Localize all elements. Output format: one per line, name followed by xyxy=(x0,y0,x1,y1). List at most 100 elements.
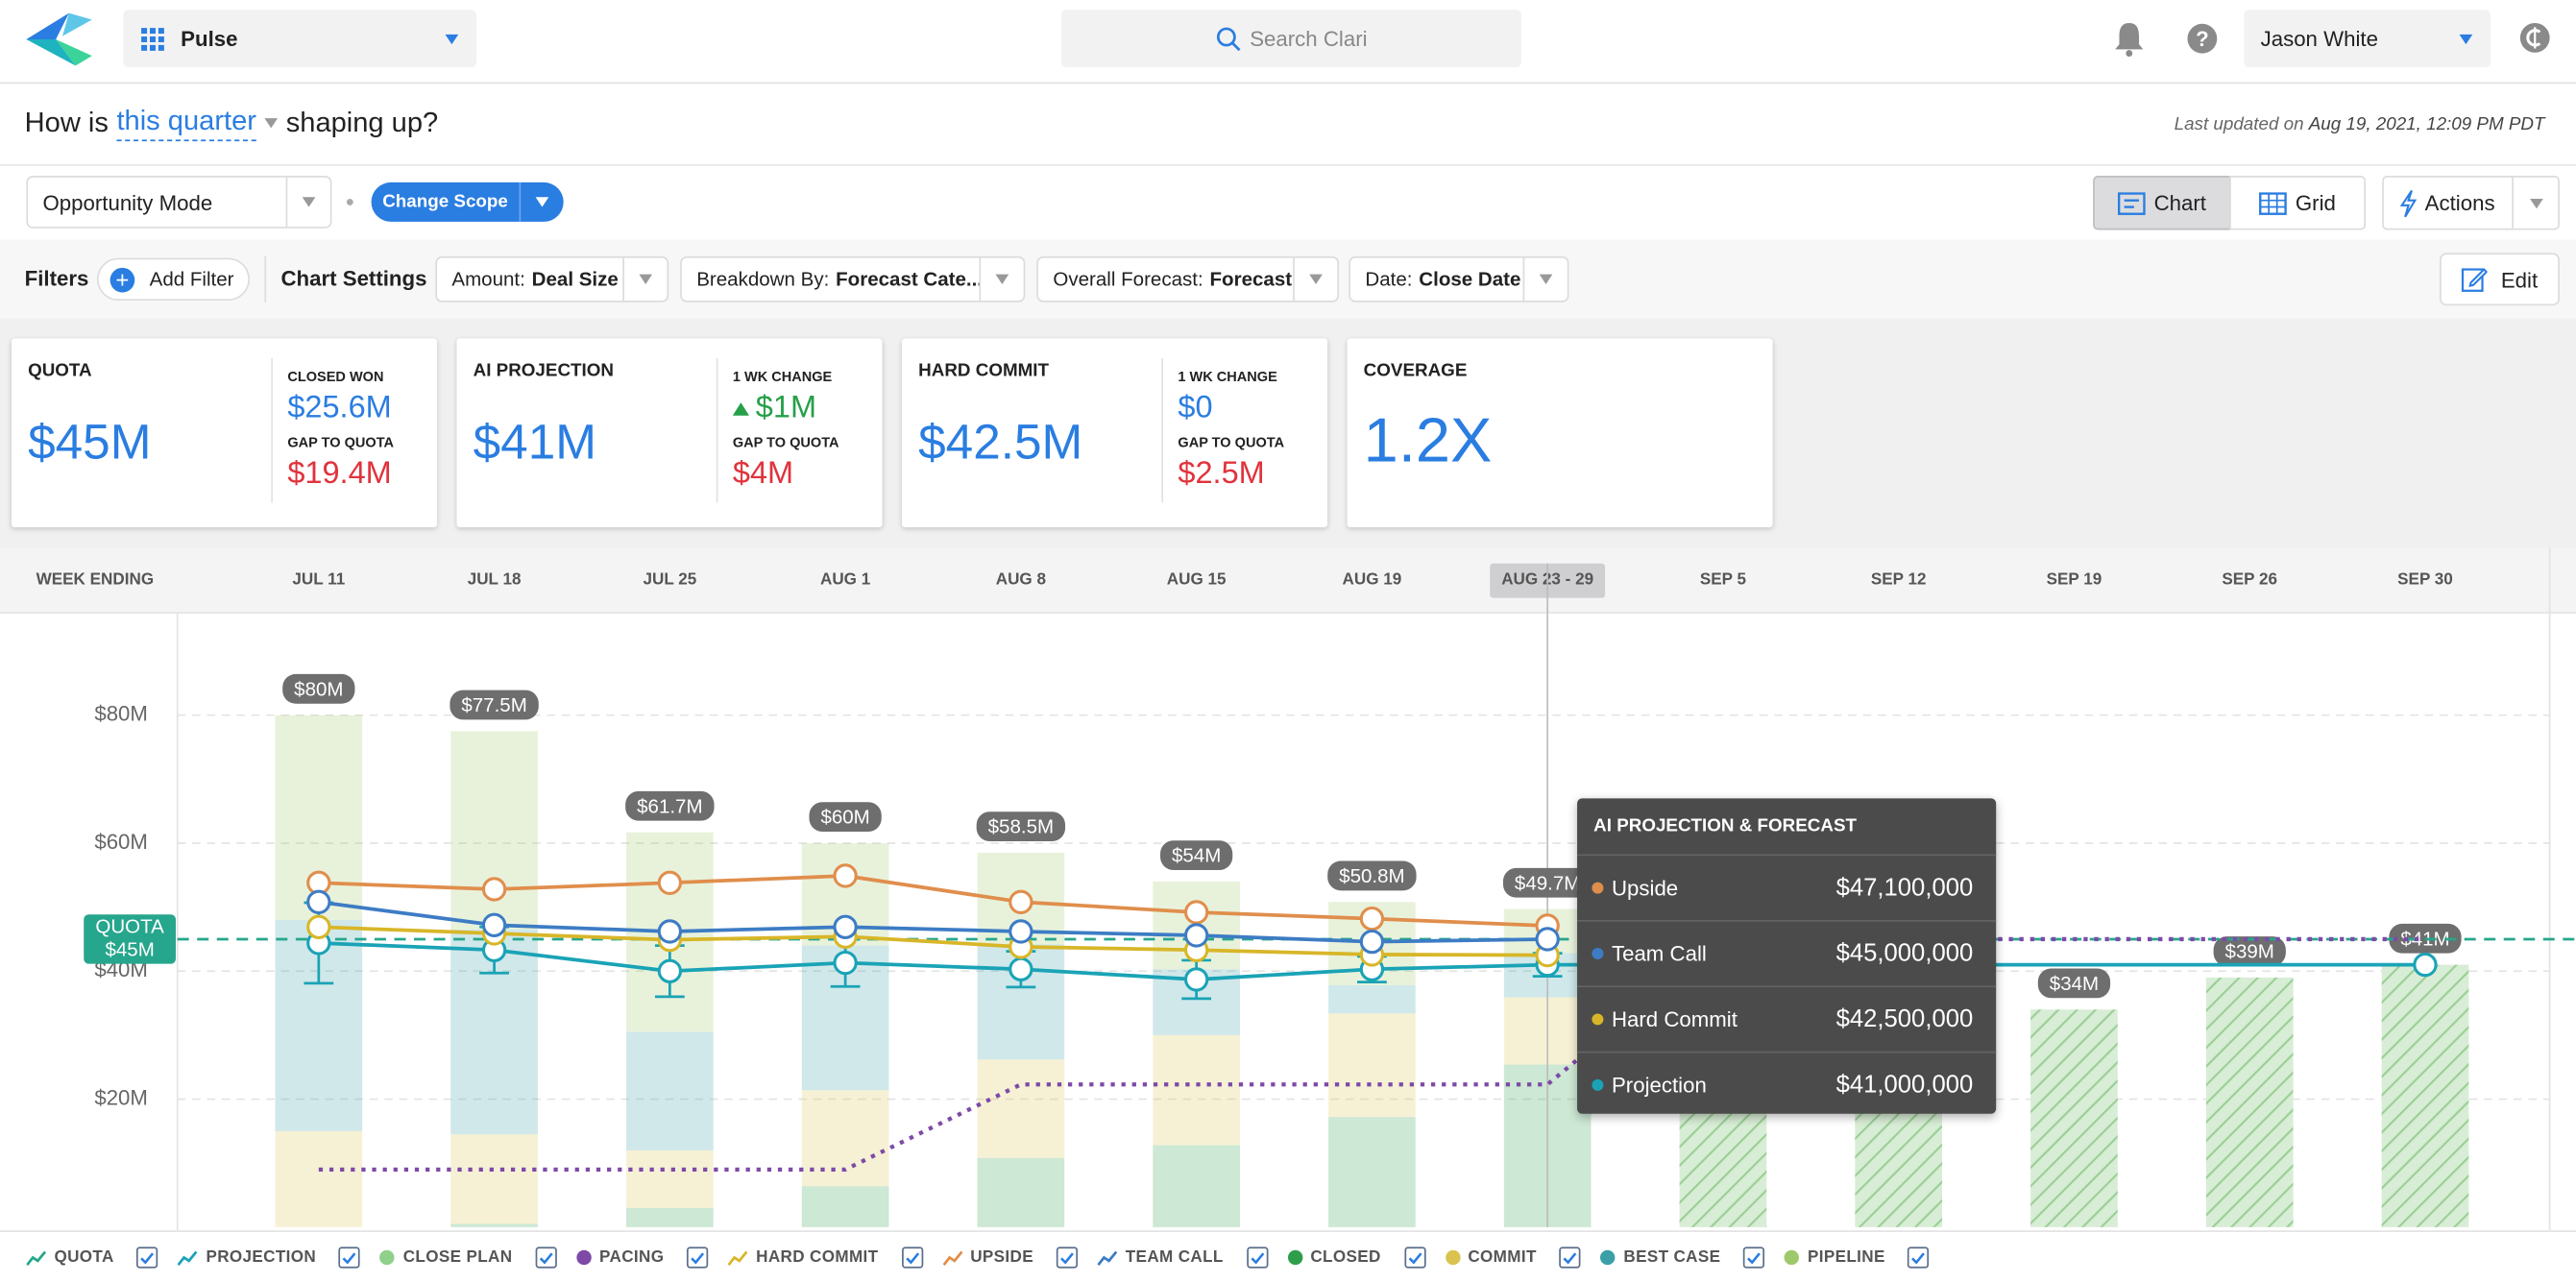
actions[interactable]: Actions xyxy=(2382,176,2560,230)
legend-item[interactable]: Pacing xyxy=(576,1247,709,1269)
edit-label: Edit xyxy=(2500,266,2539,292)
legend-checkbox[interactable] xyxy=(687,1247,709,1269)
svg-text:?: ? xyxy=(2196,27,2209,51)
mode-select[interactable]: Opportunity Mode xyxy=(26,176,332,229)
x-tick-label: JUL 25 xyxy=(643,569,696,588)
side-value: $1M xyxy=(755,391,817,426)
legend-item[interactable]: Best Case xyxy=(1600,1247,1765,1269)
legend-label: Team Call xyxy=(1125,1248,1224,1267)
legend-item[interactable]: Close Plan xyxy=(379,1247,557,1269)
legend-line-icon xyxy=(178,1249,198,1266)
point xyxy=(1183,923,1209,948)
check xyxy=(1407,1251,1422,1264)
check xyxy=(539,1251,553,1264)
legend-checkbox[interactable] xyxy=(339,1247,361,1269)
legend-dot xyxy=(379,1249,396,1266)
tooltip-dot xyxy=(1592,882,1604,894)
point xyxy=(657,919,683,944)
setting-value: Deal Size xyxy=(531,267,619,291)
card-value: 1.2X xyxy=(1363,407,1493,477)
legend-checkbox[interactable] xyxy=(1908,1247,1930,1269)
point xyxy=(1535,927,1560,952)
x-axis-label: WEEK ENDING xyxy=(36,569,155,588)
setting-select[interactable]: Overall Forecast: Forecast xyxy=(1036,255,1340,303)
setting-select[interactable]: Amount: Deal Size xyxy=(435,255,669,303)
legend-item[interactable]: Pipeline xyxy=(1785,1247,1930,1269)
x-tick-label: AUG 15 xyxy=(1167,569,1227,588)
side-value-row: $1M xyxy=(732,391,817,427)
legend-checkbox[interactable] xyxy=(1056,1247,1079,1269)
legend-line-icon xyxy=(26,1249,46,1266)
search[interactable]: Search Clari xyxy=(1060,10,1521,68)
legend-checkbox[interactable] xyxy=(901,1247,923,1269)
total-pill xyxy=(450,690,539,720)
legend-label: Upside xyxy=(970,1248,1033,1267)
grid-view[interactable]: Grid xyxy=(2229,176,2367,230)
tooltip-value: $41,000,000 xyxy=(1835,1071,1974,1100)
legend-item[interactable]: Projection xyxy=(178,1247,361,1269)
legend-checkbox[interactable] xyxy=(1403,1247,1425,1269)
setting-select[interactable]: Breakdown By: Forecast Cate... xyxy=(680,255,1026,303)
total-label: $50.8M xyxy=(1339,865,1404,887)
point xyxy=(1183,967,1209,992)
last-updated: Last updated on Aug 19, 2021, 12:09 PM P… xyxy=(2175,110,2545,140)
legend-line xyxy=(1097,1249,1118,1266)
user-name: Jason White xyxy=(2260,26,2378,52)
legend-item[interactable]: Quota xyxy=(26,1247,158,1269)
setting-key: Date: xyxy=(1365,267,1413,291)
caret xyxy=(264,118,279,129)
check xyxy=(1060,1251,1075,1264)
tooltip-row: Upside $47,100,000 xyxy=(1577,854,1997,920)
bar-segment xyxy=(977,1157,1065,1227)
legend-checkbox[interactable] xyxy=(535,1247,557,1269)
legend-checkbox[interactable] xyxy=(1246,1247,1268,1269)
chart-view[interactable]: Chart xyxy=(2093,176,2231,230)
edit[interactable]: Edit xyxy=(2440,253,2560,306)
card-value: $42.5M xyxy=(918,415,1083,471)
card-value: $41M xyxy=(473,415,596,471)
currency-icon[interactable] xyxy=(2518,21,2551,54)
tooltip-dot xyxy=(1592,1013,1604,1026)
legend-checkbox[interactable] xyxy=(136,1247,158,1269)
legend-line xyxy=(178,1249,198,1266)
series-line xyxy=(318,874,1548,928)
y-tick-label: $20M xyxy=(94,1085,148,1109)
tooltip-row: Hard Commit $42,500,000 xyxy=(1577,985,1997,1051)
filters-label: Filters xyxy=(24,266,89,291)
period-picker[interactable]: this quarter xyxy=(116,105,256,142)
bar-segment xyxy=(977,1059,1065,1158)
legend-dot xyxy=(1445,1249,1460,1266)
legend-item[interactable]: Upside xyxy=(942,1247,1079,1269)
legend-dot xyxy=(1785,1249,1800,1266)
bar-segment xyxy=(275,1130,363,1227)
check xyxy=(140,1251,155,1264)
x-tick-label: SEP 12 xyxy=(1871,569,1927,588)
bar-segment xyxy=(626,1031,714,1150)
caret xyxy=(445,34,459,44)
divider xyxy=(264,255,267,303)
add-filter[interactable]: + Add Filter xyxy=(96,257,250,302)
point xyxy=(1009,956,1033,981)
setting-select[interactable]: Date: Close Date xyxy=(1349,255,1569,303)
legend-label: Pacing xyxy=(599,1248,665,1267)
user-menu[interactable]: Jason White xyxy=(2244,10,2491,68)
change-scope[interactable]: Change Scope xyxy=(371,182,564,222)
total-label: $34M xyxy=(2050,973,2099,995)
legend-checkbox[interactable] xyxy=(1743,1247,1765,1269)
bell-icon[interactable] xyxy=(2113,21,2146,58)
legend-checkbox[interactable] xyxy=(1559,1247,1581,1269)
y-tick-label: $80M xyxy=(94,702,148,726)
app-name: Pulse xyxy=(181,26,238,52)
legend-item[interactable]: Hard Commit xyxy=(728,1247,923,1269)
app-switcher[interactable]: Pulse xyxy=(123,10,477,68)
legend-item[interactable]: Commit xyxy=(1445,1247,1581,1269)
legend-item[interactable]: Team Call xyxy=(1097,1247,1268,1269)
bar-segment xyxy=(626,1207,714,1227)
help-icon[interactable]: ? xyxy=(2187,23,2218,55)
logo[interactable] xyxy=(26,10,92,69)
legend-item[interactable]: Closed xyxy=(1287,1247,1425,1269)
x-tick-label: SEP 30 xyxy=(2397,569,2453,588)
tooltip-dot xyxy=(1592,948,1604,960)
bar-segment xyxy=(1328,984,1416,1014)
series-line xyxy=(318,900,1548,944)
